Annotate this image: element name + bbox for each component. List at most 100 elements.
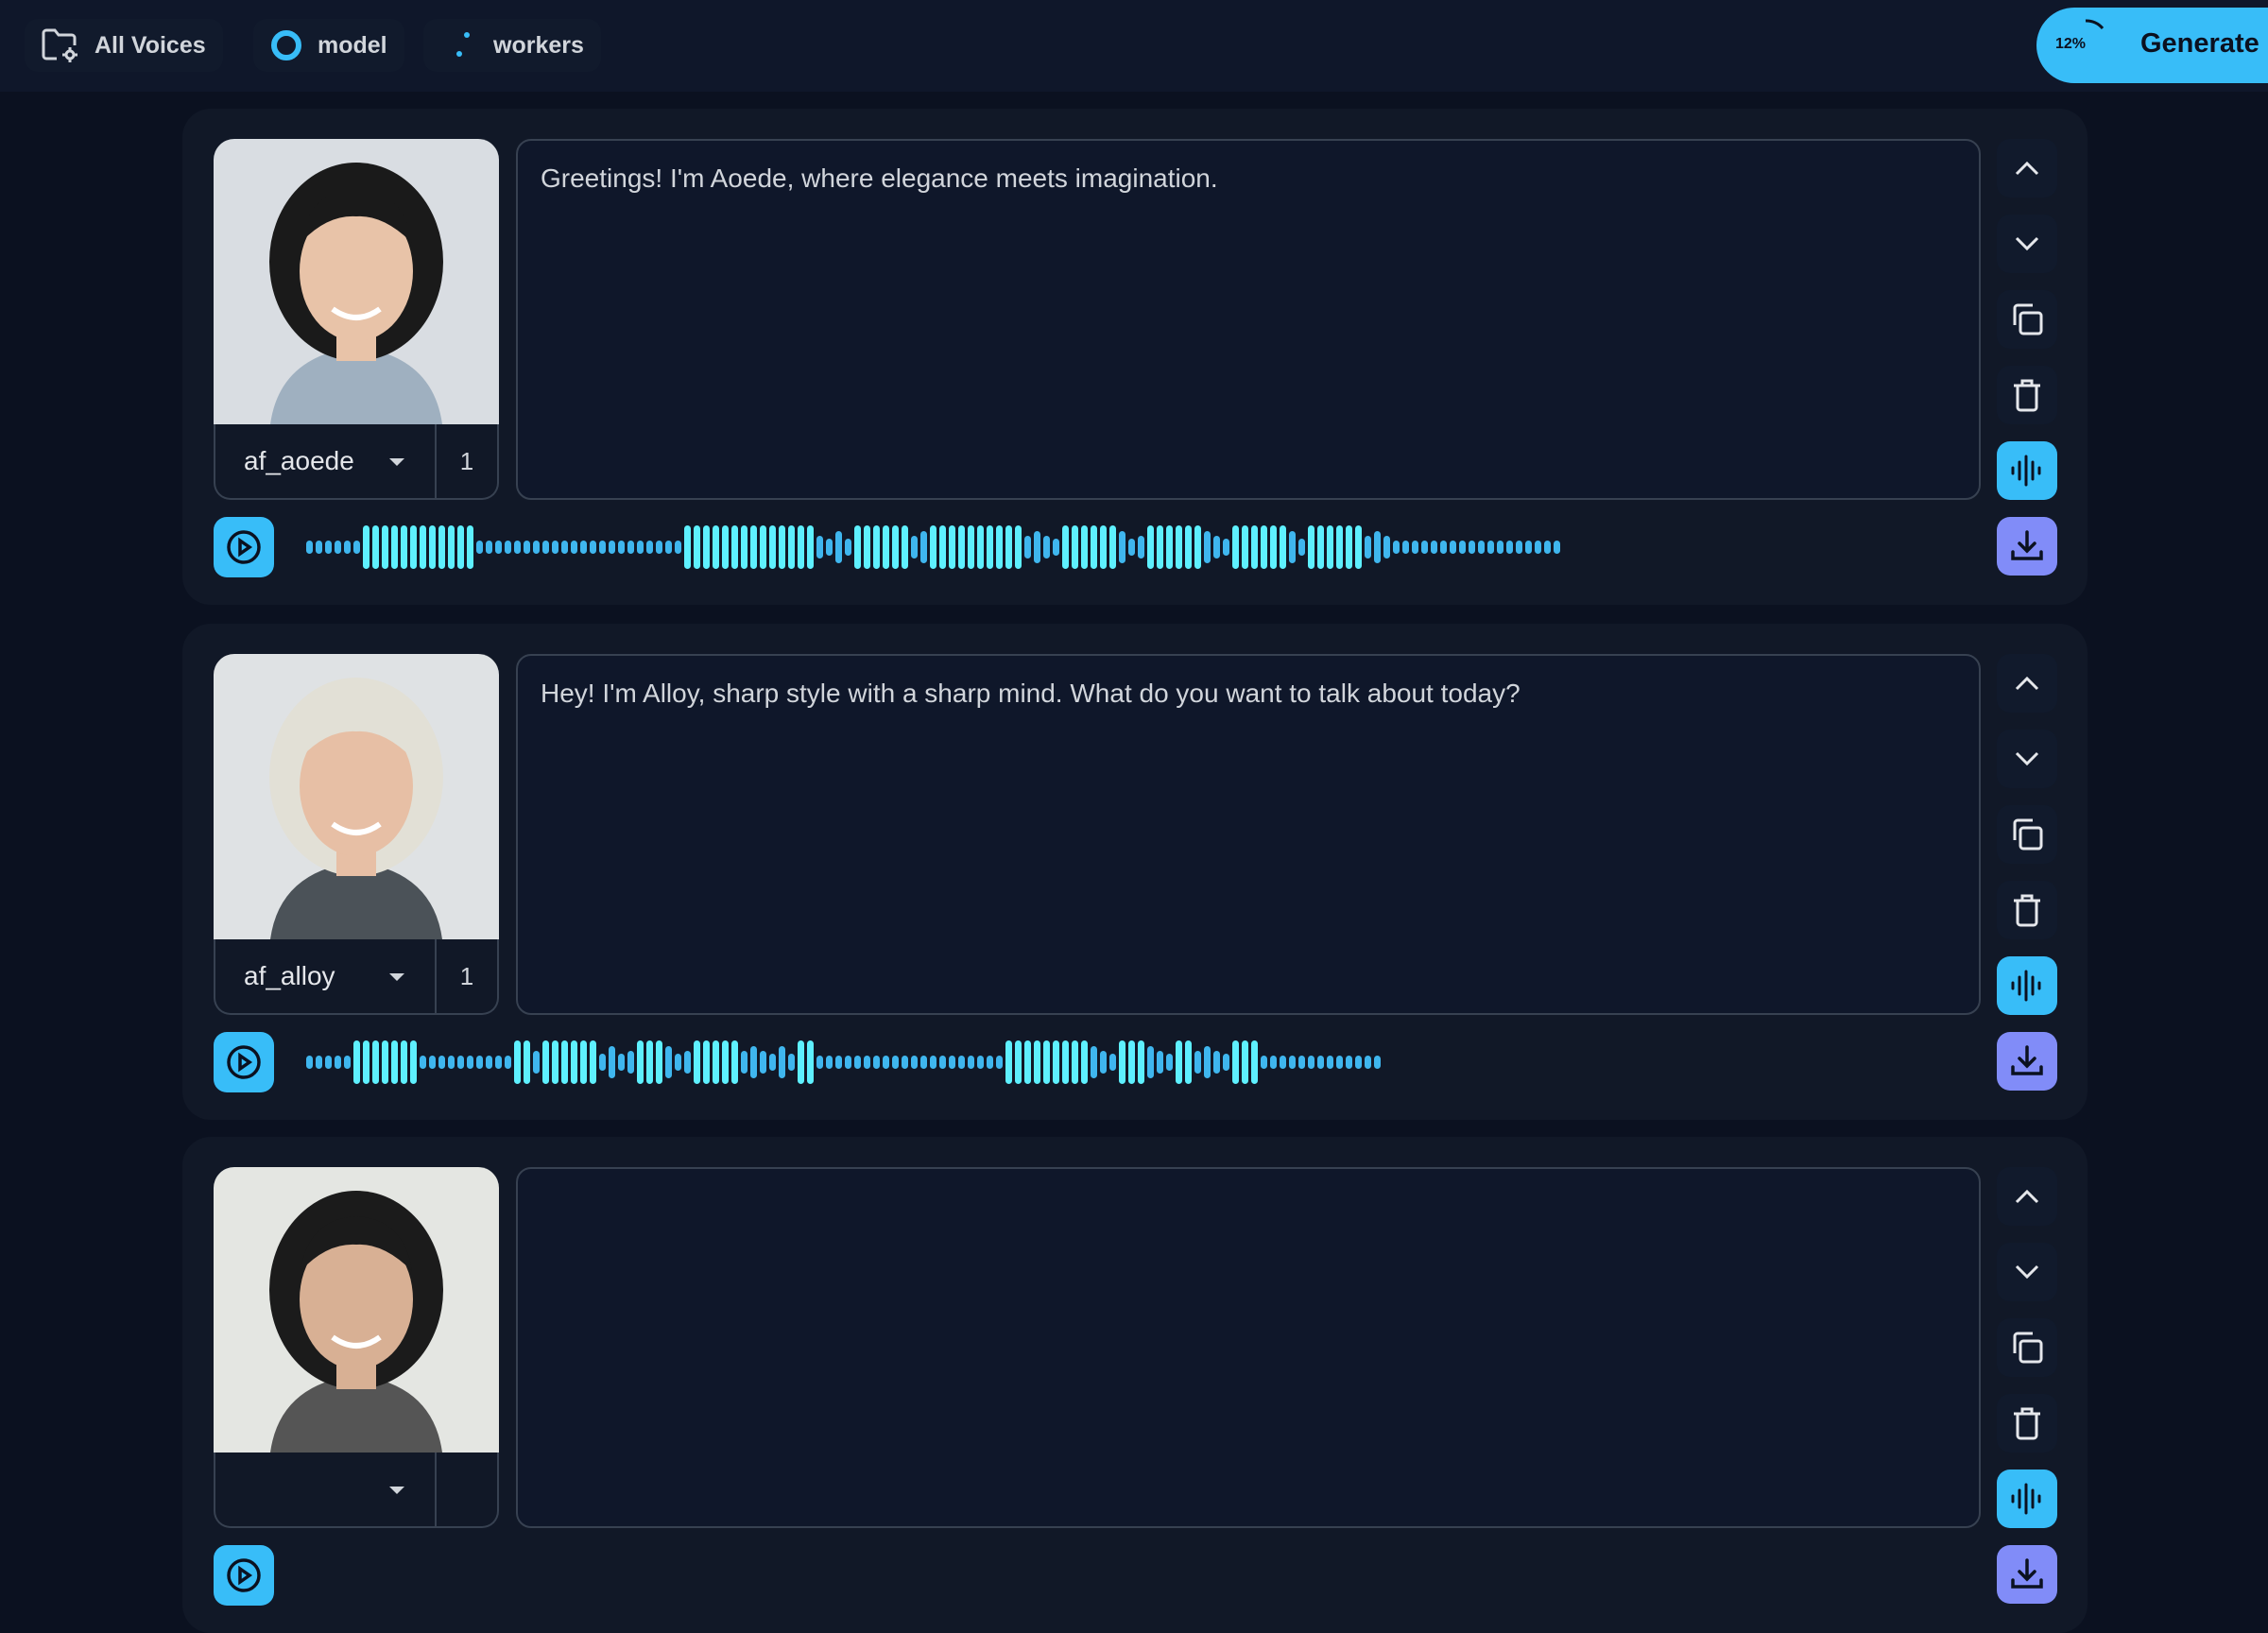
text-input[interactable]: Greetings! I'm Aoede, where elegance mee… <box>516 139 1981 500</box>
waveform-bar <box>1317 1056 1324 1069</box>
generate-audio-button[interactable] <box>1997 441 2057 500</box>
play-button[interactable] <box>214 517 274 577</box>
all-voices-button[interactable]: All Voices <box>25 19 223 72</box>
move-up-button[interactable] <box>1997 139 2057 198</box>
voice-count[interactable] <box>437 1453 497 1526</box>
waveform-bar <box>646 541 653 554</box>
play-button[interactable] <box>214 1032 274 1092</box>
waveform-bar <box>854 525 861 569</box>
voice-count[interactable]: 1 <box>459 446 474 475</box>
waveform-bar <box>637 1040 644 1084</box>
waveform-bar <box>1043 536 1050 559</box>
waveform-bar <box>514 1040 521 1084</box>
download-button[interactable] <box>1997 1545 2057 1604</box>
avatar-portrait <box>214 1167 499 1453</box>
waveform-bar <box>429 525 436 569</box>
voice-select[interactable]: af_aoede <box>215 424 437 498</box>
waveform-bar <box>1005 1040 1012 1084</box>
waveform-bar <box>873 1056 880 1069</box>
waveform-bar <box>1355 1056 1362 1069</box>
waveform-bar <box>1147 1046 1154 1078</box>
waveform-bar <box>1393 541 1400 554</box>
waveform-bar <box>987 525 993 569</box>
voice-avatar <box>214 654 499 939</box>
duplicate-button[interactable] <box>1997 805 2057 864</box>
play-button[interactable] <box>214 1545 274 1606</box>
model-button[interactable]: model <box>253 19 404 72</box>
waveform-bar <box>1383 536 1390 559</box>
voice-select[interactable]: af_alloy <box>215 939 437 1013</box>
waveform-bar <box>306 541 313 554</box>
waveform-bar <box>344 541 351 554</box>
waveform-bar <box>1147 525 1154 569</box>
delete-button[interactable] <box>1997 366 2057 424</box>
move-up-button[interactable] <box>1997 1167 2057 1226</box>
generate-button[interactable]: 12% Generate <box>2036 8 2268 83</box>
waveform-bar <box>495 1056 502 1069</box>
play-icon <box>227 1558 261 1592</box>
move-down-button[interactable] <box>1997 215 2057 273</box>
waveform-bar <box>1251 525 1258 569</box>
waveform-bar <box>1431 541 1437 554</box>
workers-button[interactable]: workers <box>423 19 601 72</box>
waveform-bar <box>1280 525 1286 569</box>
waveform-bar <box>958 525 965 569</box>
waveform-bar <box>1487 541 1494 554</box>
move-up-button[interactable] <box>1997 654 2057 713</box>
waveform-bar <box>694 1040 700 1084</box>
text-input[interactable] <box>516 1167 1981 1528</box>
play-icon <box>227 1045 261 1079</box>
waveform-bar <box>486 541 492 554</box>
waveform-bar <box>590 1040 596 1084</box>
waveform-bar <box>1402 541 1409 554</box>
waveform-bar <box>750 525 757 569</box>
generate-audio-button[interactable] <box>1997 1470 2057 1528</box>
waveform-bar <box>1270 525 1277 569</box>
move-down-button[interactable] <box>1997 1243 2057 1301</box>
waveform-bar <box>1024 1040 1031 1084</box>
duplicate-button[interactable] <box>1997 1318 2057 1377</box>
waveform-bar <box>769 1054 776 1071</box>
waveform-bar <box>1053 539 1059 556</box>
waveform-bar <box>335 1056 341 1069</box>
waveform-bar <box>420 1056 426 1069</box>
voice-count[interactable]: 1 <box>459 961 474 990</box>
waveform-bar <box>457 525 464 569</box>
waveform-icon <box>2011 455 2041 487</box>
waveform-bar <box>420 525 426 569</box>
waveform-bar <box>1298 1056 1305 1069</box>
waveform-bar <box>977 1056 984 1069</box>
waveform-bar <box>382 525 388 569</box>
text-input[interactable]: Hey! I'm Alloy, sharp style with a sharp… <box>516 654 1981 1015</box>
duplicate-button[interactable] <box>1997 290 2057 349</box>
delete-button[interactable] <box>1997 881 2057 939</box>
waveform-bar <box>353 541 360 554</box>
waveform-bar <box>1128 1040 1135 1084</box>
waveform-bar <box>1374 1056 1381 1069</box>
generate-audio-button[interactable] <box>1997 956 2057 1015</box>
waveform-bar <box>1346 1056 1352 1069</box>
waveform-scrubber[interactable] <box>302 517 1975 577</box>
all-voices-label: All Voices <box>94 31 206 59</box>
copy-icon <box>2013 1332 2043 1364</box>
waveform-bar <box>987 1056 993 1069</box>
waveform-bar <box>1535 541 1541 554</box>
waveform-bar <box>864 1056 870 1069</box>
waveform-scrubber[interactable] <box>302 1032 1975 1092</box>
waveform-bar <box>1185 1040 1192 1084</box>
waveform-bar <box>930 525 936 569</box>
download-button[interactable] <box>1997 517 2057 576</box>
waveform-bar <box>1232 525 1239 569</box>
waveform-bar <box>599 541 606 554</box>
move-down-button[interactable] <box>1997 730 2057 788</box>
waveform-bar <box>495 541 502 554</box>
waveform-bar <box>391 525 398 569</box>
delete-button[interactable] <box>1997 1394 2057 1453</box>
waveform-bar <box>1176 1040 1182 1084</box>
waveform-scrubber[interactable] <box>302 1545 1975 1606</box>
waveform-bar <box>713 1040 719 1084</box>
waveform-bar <box>401 525 407 569</box>
waveform-bar <box>1015 1040 1022 1084</box>
download-button[interactable] <box>1997 1032 2057 1091</box>
voice-select[interactable] <box>215 1453 437 1526</box>
